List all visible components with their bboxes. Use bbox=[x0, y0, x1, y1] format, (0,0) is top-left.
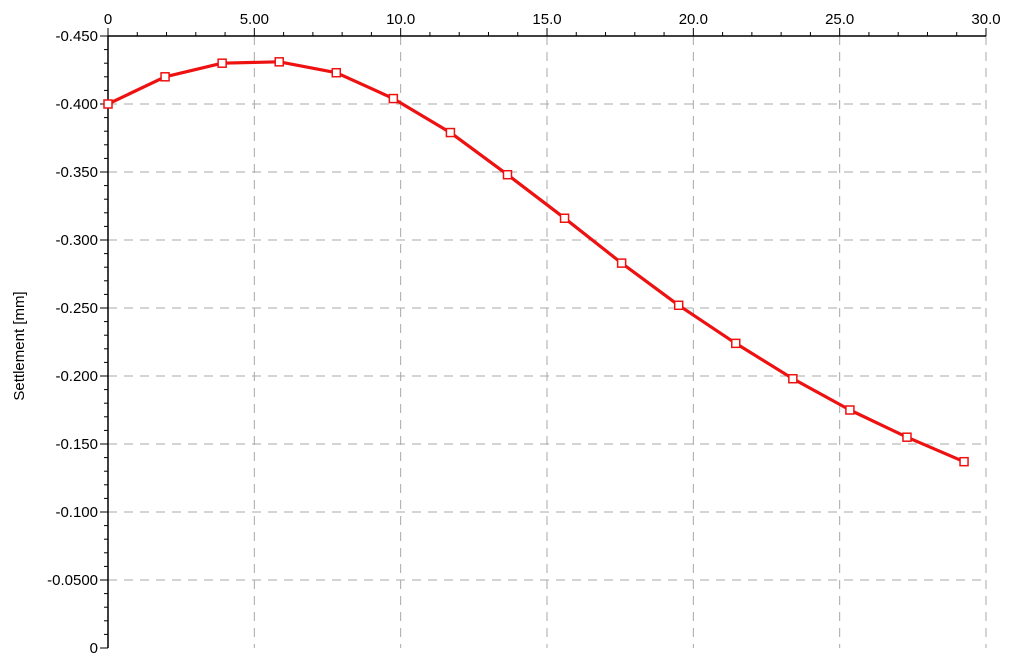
series bbox=[103, 57, 969, 467]
x-tick-label: 20.0 bbox=[679, 11, 708, 28]
data-point-marker bbox=[902, 432, 912, 442]
data-point-marker bbox=[559, 213, 570, 223]
grid bbox=[108, 35, 987, 648]
x-tick-label: 15.0 bbox=[532, 11, 561, 28]
data-point-marker bbox=[845, 405, 855, 415]
y-tick-label: -0.150 bbox=[55, 436, 98, 453]
y-tick-label: -0.350 bbox=[55, 164, 98, 181]
y-tick-label: -0.450 bbox=[55, 28, 98, 45]
data-point-marker bbox=[731, 338, 741, 349]
data-point-marker bbox=[502, 169, 513, 180]
y-tick-label: -0.100 bbox=[55, 504, 98, 521]
data-point-marker bbox=[445, 127, 456, 138]
data-point-marker bbox=[388, 93, 399, 104]
x-tick-label: 30.0 bbox=[971, 11, 1000, 28]
data-point-marker bbox=[160, 72, 170, 82]
y-tick-label: -0.250 bbox=[55, 300, 98, 317]
data-point-marker bbox=[274, 57, 284, 67]
ticks: 0 5.00 10.0 15.0 20.0 25.0 30.0 0 -0.0500 -0.100 -… bbox=[47, 11, 1000, 657]
y-tick-label: -0.400 bbox=[55, 96, 98, 113]
series-line bbox=[106, 60, 966, 464]
x-tick-label: 10.0 bbox=[386, 11, 415, 28]
data-point-marker bbox=[959, 456, 969, 467]
y-tick-label: 0 bbox=[90, 640, 98, 657]
x-tick-label: 25.0 bbox=[825, 11, 854, 28]
x-tick-label: 0 bbox=[104, 11, 112, 28]
data-point-marker bbox=[788, 373, 798, 384]
y-axis-label: Settlement [mm] bbox=[11, 291, 28, 400]
data-point-marker bbox=[103, 99, 113, 109]
x-tick-label: 5.00 bbox=[240, 11, 269, 28]
data-point-marker bbox=[673, 300, 684, 311]
y-tick-label: -0.300 bbox=[55, 232, 98, 249]
y-tick-label: -0.0500 bbox=[47, 572, 98, 589]
data-point-marker bbox=[616, 258, 627, 268]
y-tick-label: -0.200 bbox=[55, 368, 98, 385]
data-point-marker bbox=[331, 67, 342, 78]
data-point-marker bbox=[217, 58, 227, 68]
